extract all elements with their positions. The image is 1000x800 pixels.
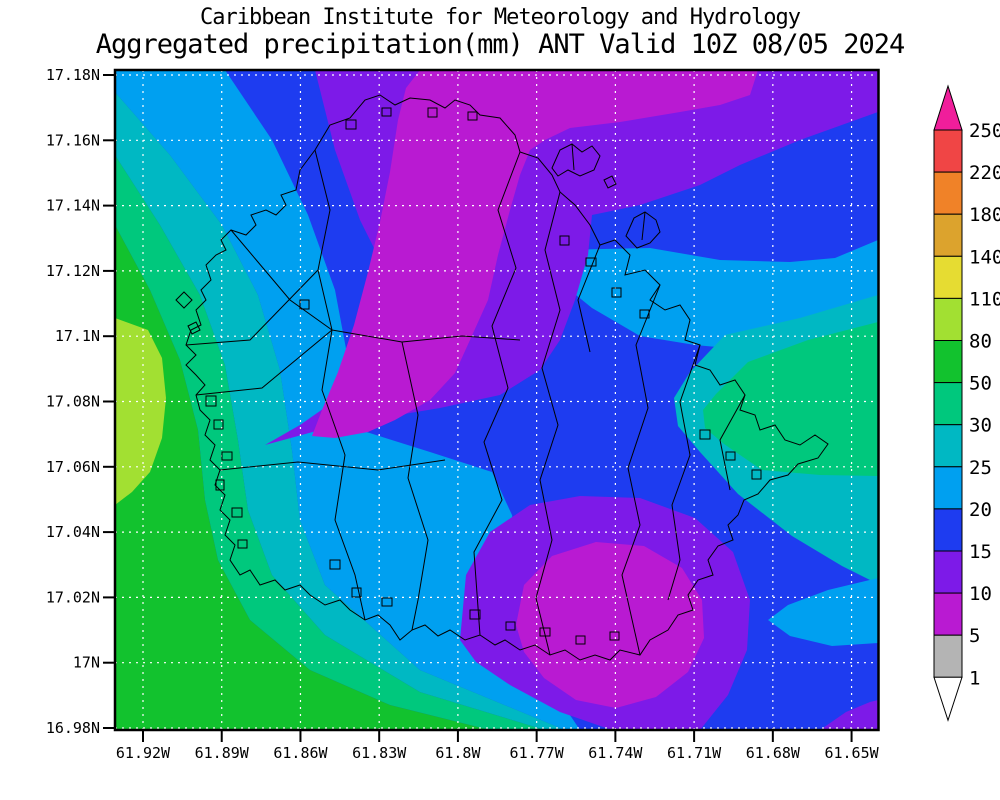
map-frame	[113, 68, 880, 732]
lat-tick-label: 17.18N	[46, 66, 100, 84]
colorbar-label: 180	[969, 204, 1000, 226]
map-title-line1: Caribbean Institute for Meteorology and …	[199, 5, 801, 30]
lat-axis: 17.18N 17.16N 17.14N 17.12N 17.1N 17.08N 17.06…	[46, 66, 114, 737]
colorbar-label: 220	[969, 162, 1000, 184]
lat-tick-label: 17.12N	[46, 262, 100, 280]
lon-tick-label: 61.86W	[273, 744, 328, 762]
lon-axis: 61.92W 61.89W 61.86W 61.83W 61.8W 61.77W 61.74…	[116, 731, 880, 762]
lon-tick-label: 61.68W	[746, 744, 801, 762]
lat-tick-label: 17N	[73, 654, 100, 672]
colorbar-segment	[933, 129, 963, 173]
lat-tick-label: 17.1N	[55, 327, 100, 345]
colorbar-label: 250	[969, 120, 1000, 142]
lon-tick-label: 61.77W	[510, 744, 565, 762]
lat-tick-label: 17.16N	[46, 131, 100, 149]
lon-tick-label: 61.89W	[195, 744, 250, 762]
colorbar-label: 30	[969, 415, 992, 437]
colorbar-label: 10	[969, 583, 992, 605]
colorbar-segment	[933, 297, 963, 341]
colorbar-label: 50	[969, 373, 992, 395]
lat-tick-label: 17.02N	[46, 588, 100, 606]
colorbar: 250 220 180 140 110 80 50 30 25 20 15 10 5 1	[933, 84, 1000, 722]
colorbar-segment	[933, 255, 963, 299]
band-30-50mm-east	[703, 322, 878, 476]
colorbar-segment	[933, 634, 963, 678]
band-10-15mm-southeast-corner	[820, 700, 878, 730]
lon-tick-label: 61.83W	[352, 744, 407, 762]
lon-tick-label: 61.71W	[667, 744, 722, 762]
colorbar-label: 140	[969, 246, 1000, 268]
lat-tick-label: 17.06N	[46, 458, 100, 476]
band-5-10mm-north	[312, 70, 758, 438]
band-25-30mm-west	[115, 92, 565, 730]
colorbar-below-min-arrow	[933, 676, 963, 722]
band-50-80mm-west	[115, 225, 490, 730]
lat-tick-label: 17.08N	[46, 393, 100, 411]
colorbar-segment	[933, 550, 963, 594]
colorbar-segment	[933, 424, 963, 468]
coastline	[185, 94, 829, 661]
lon-tick-label: 61.92W	[116, 744, 171, 762]
lon-tick-label: 61.65W	[824, 744, 879, 762]
colorbar-label: 15	[969, 541, 992, 563]
colorbar-label: 20	[969, 499, 992, 521]
colorbar-label: 1	[969, 667, 980, 689]
colorbar-segment	[933, 592, 963, 636]
lat-tick-label: 17.04N	[46, 523, 100, 541]
district-cells	[205, 107, 762, 645]
colorbar-segment	[933, 382, 963, 426]
colorbar-segment	[933, 340, 963, 384]
contour-fills	[115, 70, 879, 730]
colorbar-segment	[933, 213, 963, 257]
band-5-10mm-south	[516, 542, 704, 708]
colorbar-segment	[933, 508, 963, 552]
colorbar-label: 80	[969, 331, 992, 353]
colorbar-label: 25	[969, 457, 992, 479]
map-title-line2: Aggregated precipitation(mm) ANT Valid 1…	[95, 29, 906, 60]
colorbar-label: 5	[969, 625, 980, 647]
colorbar-label: 110	[969, 288, 1000, 310]
lon-tick-label: 61.74W	[588, 744, 643, 762]
colorbar-segment	[933, 466, 963, 510]
colorbar-segment	[933, 171, 963, 215]
colorbar-above-max-arrow	[933, 84, 963, 131]
offshore-islands	[175, 143, 661, 335]
antigua-outline	[175, 94, 829, 661]
district-boundaries	[185, 149, 746, 656]
band-80-110mm-west	[115, 318, 166, 505]
lat-tick-label: 16.98N	[46, 719, 100, 737]
lat-tick-label: 17.14N	[46, 197, 100, 215]
grid-lines	[115, 70, 879, 730]
lon-tick-label: 61.8W	[435, 744, 481, 762]
band-20-25mm-southeast	[768, 578, 878, 646]
band-30-50mm-west	[115, 155, 545, 730]
